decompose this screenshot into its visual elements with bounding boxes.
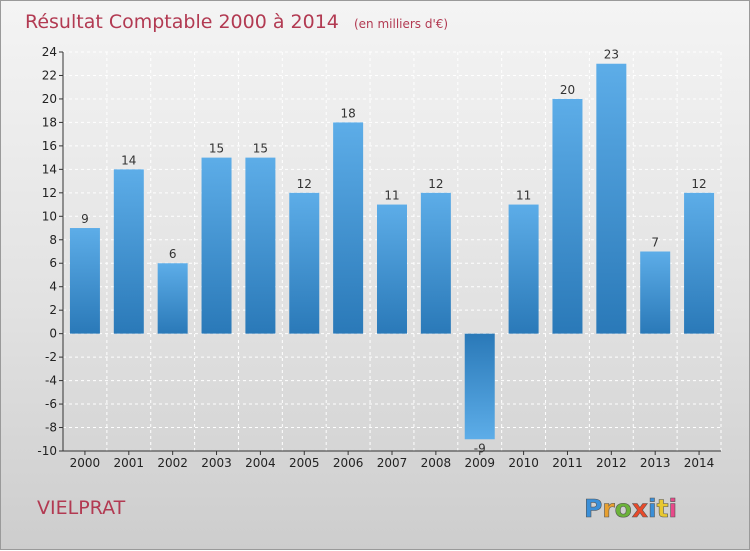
bar-2004	[245, 157, 276, 334]
data-label-2006: 18	[340, 106, 355, 120]
x-tick-label: 2004	[245, 456, 276, 470]
data-label-2001: 14	[121, 153, 136, 167]
x-tick-label: 2006	[333, 456, 364, 470]
data-label-2010: 11	[516, 189, 531, 203]
place-name: VIELPRAT	[37, 497, 126, 519]
y-tick-label: 20	[42, 92, 57, 106]
y-tick-label: 2	[49, 303, 57, 317]
bars: 9 14 6 15 15 12 18 11 12 -9 11 20 23 7 12	[69, 48, 715, 455]
y-tick-label: 6	[49, 256, 57, 270]
y-tick-label: 18	[42, 115, 57, 129]
x-tick-label: 2002	[157, 456, 188, 470]
y-tick-label: 0	[49, 327, 57, 341]
x-tick-label: 2008	[421, 456, 452, 470]
x-tick-label: 2013	[640, 456, 671, 470]
data-label-2005: 12	[297, 177, 312, 191]
x-tick-label: 2007	[377, 456, 408, 470]
bar-2013	[640, 251, 671, 334]
y-tick-label: 12	[42, 186, 57, 200]
data-label-2012: 23	[604, 48, 619, 62]
bar-2014	[684, 192, 715, 334]
data-label-2002: 6	[169, 247, 177, 261]
y-tick-label: -4	[45, 374, 57, 388]
x-tick-label: 2009	[464, 456, 495, 470]
bar-2006	[333, 122, 364, 334]
y-tick-label: -6	[45, 397, 57, 411]
brand-text: Proxiti	[584, 494, 677, 523]
x-tick-label: 2000	[70, 456, 101, 470]
bar-2003	[201, 157, 232, 334]
y-tick-label: -2	[45, 350, 57, 364]
data-label-2003: 15	[209, 142, 224, 156]
y-tick-label: -10	[37, 444, 57, 458]
proxiti-logo: Proxiti	[584, 494, 678, 524]
data-label-2013: 7	[651, 236, 659, 250]
bar-2012	[596, 63, 627, 334]
bar-2009	[464, 333, 495, 440]
data-label-2014: 12	[691, 177, 706, 191]
data-label-2009: -9	[474, 441, 486, 455]
x-tick-label: 2014	[684, 456, 715, 470]
y-tick-label: -8	[45, 421, 57, 435]
x-tick-label: 2011	[552, 456, 583, 470]
bar-2011	[552, 98, 583, 334]
bar-2010	[508, 204, 539, 334]
data-label-2008: 12	[428, 177, 443, 191]
data-label-2007: 11	[384, 189, 399, 203]
y-tick-label: 16	[42, 139, 57, 153]
x-tick-label: 2012	[596, 456, 627, 470]
bar-2005	[289, 192, 320, 334]
chart-title: Résultat Comptable 2000 à 2014 (en milli…	[25, 11, 448, 33]
y-tick-label: 22	[42, 68, 57, 82]
bar-2000	[69, 228, 100, 334]
bar-2007	[377, 204, 407, 334]
x-tick-label: 2001	[114, 456, 145, 470]
y-tick-label: 4	[49, 280, 57, 294]
y-tick-label: 24	[42, 45, 57, 59]
x-tick-label: 2003	[201, 456, 232, 470]
bar-2002	[157, 263, 188, 334]
data-label-2004: 15	[253, 142, 268, 156]
y-tick-label: 14	[42, 162, 57, 176]
bar-2001	[113, 169, 144, 334]
bar-2008	[420, 192, 451, 334]
y-tick-label: 8	[49, 233, 57, 247]
data-label-2000: 9	[81, 212, 89, 226]
y-tick-label: 10	[42, 209, 57, 223]
x-tick-label: 2010	[508, 456, 539, 470]
x-tick-label: 2005	[289, 456, 320, 470]
data-label-2011: 20	[560, 83, 575, 97]
